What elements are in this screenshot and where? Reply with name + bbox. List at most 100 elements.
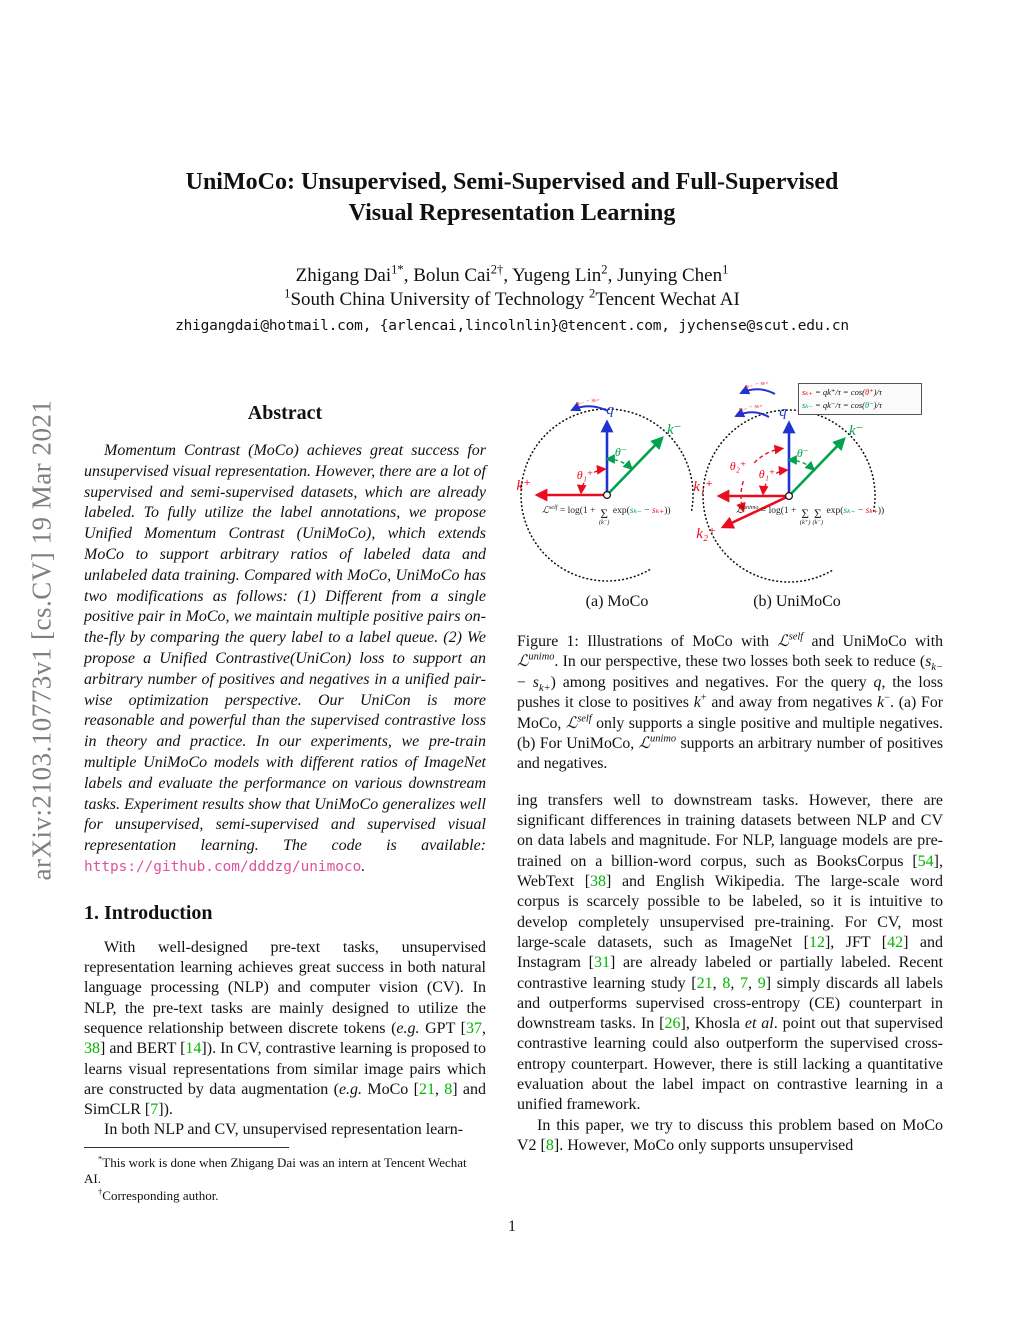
citation-link[interactable]: 8 bbox=[545, 1136, 554, 1154]
text-segment: − bbox=[855, 506, 866, 516]
text-segment: South China University of Technology bbox=[290, 289, 590, 310]
text-segment: , bbox=[730, 974, 741, 992]
figure-1-diagram: q k⁻ k⁺ θ⁻ θ₁⁺ sₖ₋ − sₖ₊ bbox=[517, 379, 876, 583]
origin-dot-a bbox=[602, 490, 611, 499]
text-segment: ℒ bbox=[736, 506, 743, 516]
text-segment: In both NLP and CV, unsupervised represe… bbox=[104, 1121, 464, 1139]
text-segment: . In our perspective, these two losses b… bbox=[554, 653, 926, 671]
citation-link[interactable]: 38 bbox=[590, 873, 607, 891]
text-segment: sₖ₊ bbox=[802, 387, 813, 397]
text-segment: − bbox=[641, 506, 653, 516]
text-segment: 2† bbox=[490, 262, 504, 277]
affiliation-line: 1South China University of Technology 2T… bbox=[0, 287, 1024, 311]
text-segment: exp( bbox=[824, 506, 844, 516]
score-decrease-arrow-a bbox=[570, 402, 609, 412]
k-pos1-label-b: k₁⁺ bbox=[693, 479, 713, 495]
summation-symbol: Σ (k⁻) bbox=[812, 505, 824, 526]
text-segment: exp( bbox=[610, 506, 630, 516]
text-segment: sₖ₊ bbox=[865, 506, 878, 516]
q-label-a: q bbox=[606, 402, 614, 418]
text-segment: unimo bbox=[742, 503, 759, 511]
summation-symbol: Σ (k⁺) bbox=[799, 505, 811, 526]
author-line: Zhigang Dai1*, Bolun Cai2†, Yugeng Lin2,… bbox=[0, 262, 1024, 287]
citation-link[interactable]: 8 bbox=[722, 974, 731, 992]
theta-pos2-arc-b-2 bbox=[736, 480, 746, 513]
text-segment: )) bbox=[664, 506, 671, 516]
text-segment: s bbox=[532, 673, 539, 691]
figure-caption: Figure 1: Illustrations of MoCo with ℒse… bbox=[517, 632, 943, 775]
theta-neg-arc-b bbox=[787, 455, 816, 472]
score-definition-legend: sₖ₊ = qk⁺/τ = cos(θ⁺)/τ sₖ₋ = qk⁻/τ = co… bbox=[798, 383, 922, 416]
text-segment: , Bolun Cai bbox=[403, 265, 491, 286]
text-segment: ] and SimCLR [ bbox=[84, 1080, 487, 1119]
unit-circle-a bbox=[520, 408, 694, 582]
text-segment: e.g. bbox=[338, 1080, 363, 1098]
citation-link[interactable]: 7 bbox=[740, 974, 749, 992]
citation-link[interactable]: 7 bbox=[150, 1101, 159, 1119]
text-segment: ], Khosla bbox=[680, 1015, 745, 1033]
text-segment: ℒ bbox=[517, 653, 529, 671]
text-segment: , bbox=[482, 1019, 487, 1037]
citation-link[interactable]: 21 bbox=[696, 974, 713, 992]
text-segment: − bbox=[884, 692, 890, 704]
footnote-rule bbox=[84, 1146, 289, 1148]
citation-link[interactable]: 31 bbox=[593, 954, 610, 972]
section-heading-introduction: 1. Introduction bbox=[84, 901, 213, 924]
email-line: zhigangdai@hotmail.com, {arlencai,lincol… bbox=[175, 318, 849, 334]
citation-link[interactable]: 14 bbox=[185, 1040, 202, 1058]
subcaption-a: (a) MoCo bbox=[585, 593, 649, 610]
k-neg-label-b: k⁻ bbox=[849, 423, 864, 439]
text-segment: )) bbox=[877, 506, 885, 516]
text-segment: Tencent Wechat AI bbox=[595, 289, 740, 310]
citation-link[interactable]: 9 bbox=[757, 974, 766, 992]
theta-neg-arc-a bbox=[605, 454, 634, 471]
text-segment: * bbox=[98, 1153, 103, 1164]
text-segment: Corresponding author. bbox=[102, 1187, 219, 1203]
text-segment: ]. However, MoCo only supports unsupervi… bbox=[553, 1136, 854, 1154]
text-segment: k bbox=[693, 694, 701, 712]
text-segment: ℒ bbox=[565, 714, 578, 732]
text-segment: ) among positives and negatives. For the… bbox=[550, 673, 874, 691]
theta-pos1-arc-b-2 bbox=[758, 483, 769, 496]
citation-link[interactable]: 12 bbox=[808, 933, 825, 951]
score-decrease-arrow-b-2 bbox=[734, 408, 770, 418]
code-repo-link[interactable]: https://github.com/dddzg/unimoco bbox=[84, 858, 362, 875]
right-column: q k⁻ k⁺ θ⁻ θ₁⁺ sₖ₋ − sₖ₊ bbox=[517, 378, 943, 1156]
abstract-text: Momentum Contrast (MoCo) achieves great … bbox=[84, 441, 486, 878]
text-segment: sₖ₋ bbox=[802, 400, 813, 411]
text-segment: s bbox=[925, 653, 932, 671]
citation-link[interactable]: 54 bbox=[917, 852, 934, 870]
q-label-b: q bbox=[779, 404, 787, 420]
text-segment: + bbox=[700, 692, 707, 704]
text-segment: and UniMoCo with bbox=[803, 633, 943, 650]
unit-circle-b bbox=[702, 409, 876, 583]
footnote-corresponding: †Corresponding author. bbox=[84, 1187, 486, 1205]
citation-link[interactable]: 37 bbox=[466, 1019, 483, 1037]
citation-link[interactable]: 26 bbox=[664, 1015, 681, 1033]
citation-link[interactable]: 21 bbox=[418, 1080, 435, 1098]
text-segment: e.g. bbox=[396, 1019, 420, 1037]
subcaption-b: (b) UniMoCo bbox=[753, 593, 841, 610]
citation-link[interactable]: 42 bbox=[887, 933, 904, 951]
summation-symbol: Σ (k⁻) bbox=[598, 505, 610, 526]
left-column: Abstract Momentum Contrast (MoCo) achiev… bbox=[84, 402, 486, 1204]
text-segment: = log(1 + bbox=[758, 506, 799, 516]
text-segment: . (a) For MoCo, bbox=[517, 694, 943, 732]
text-segment: = qk⁻/τ = cos( bbox=[812, 400, 865, 411]
text-segment: self bbox=[577, 713, 592, 725]
text-segment: , Junying Chen bbox=[607, 265, 723, 286]
citation-link[interactable]: 8 bbox=[444, 1080, 453, 1098]
text-segment: et al bbox=[744, 1015, 774, 1033]
text-segment: ] and English Wikipedia. The large-scale… bbox=[517, 873, 943, 951]
k-neg-label-a: k⁻ bbox=[667, 422, 682, 438]
theta-pos-arc-a-2 bbox=[576, 482, 587, 495]
text-segment: )/τ bbox=[873, 387, 882, 397]
text-segment: ], JFT [ bbox=[824, 933, 888, 951]
arxiv-watermark: arXiv:2103.10773v1 [cs.CV] 19 Mar 2021 bbox=[26, 399, 57, 881]
text-segment: , Yugeng Lin bbox=[503, 265, 602, 286]
footnote-intern: *This work is done when Zhigang Dai was … bbox=[84, 1153, 486, 1188]
text-segment: unimo bbox=[528, 652, 555, 664]
legend-line-positive: sₖ₊ = qk⁺/τ = cos(θ⁺)/τ bbox=[802, 386, 918, 399]
citation-link[interactable]: 38 bbox=[84, 1040, 100, 1058]
text-segment: 1 bbox=[722, 262, 729, 277]
